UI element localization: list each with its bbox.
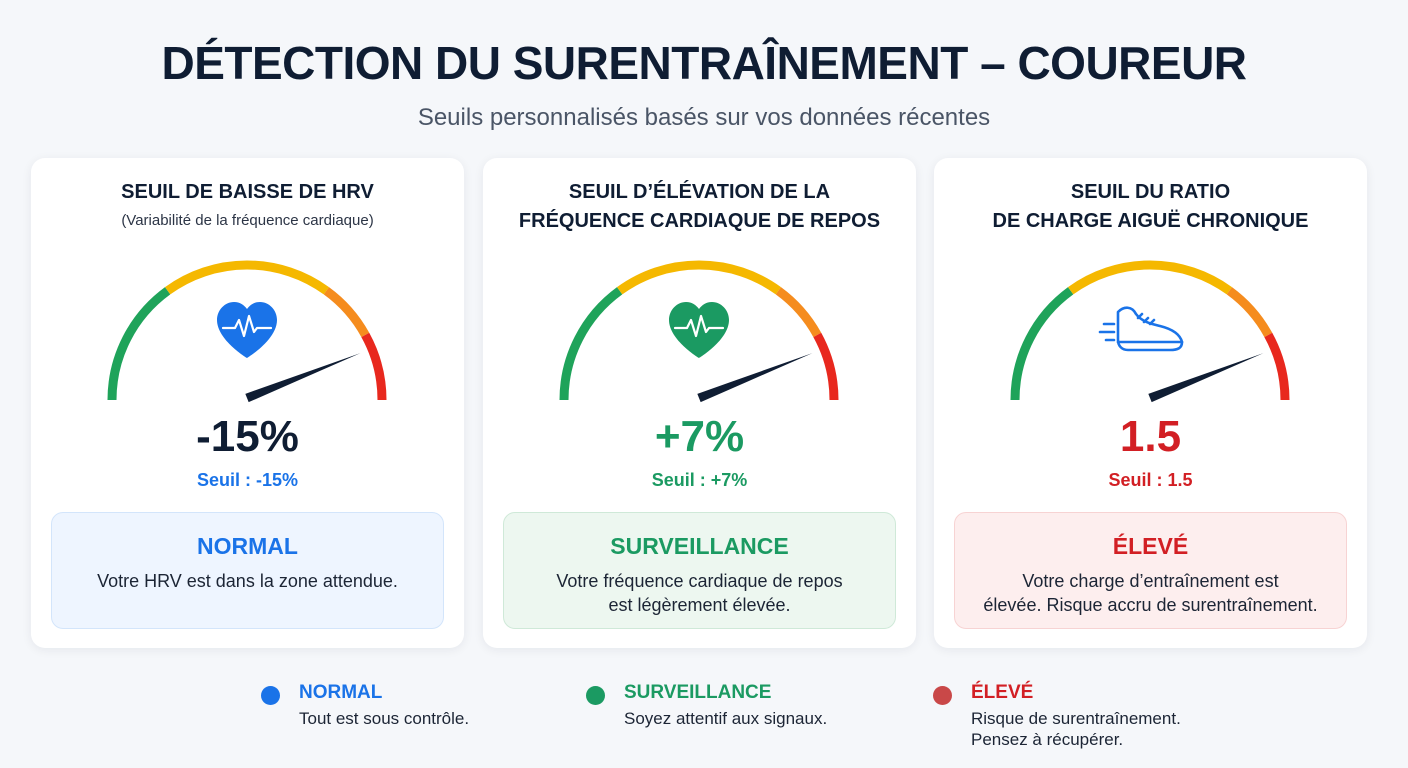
gauge-arc-segment [1264, 332, 1290, 401]
legend-dot [261, 686, 280, 705]
threshold-label: Seuil : 1.5 [1108, 470, 1193, 490]
metric-value: +7% [654, 412, 745, 461]
status-label: NORMAL [197, 533, 298, 559]
page-title: DÉTECTION DU SURENTRAÎNEMENT – COUREUR [161, 37, 1247, 89]
gauge-arc-segment [107, 287, 171, 401]
gauge-svg [107, 260, 387, 403]
gauge-arc-segment [1226, 287, 1273, 338]
status-text: Votre HRV est dans la zone attendue. [97, 571, 398, 591]
status-text: Votre fréquence cardiaque de repos est l… [556, 571, 843, 615]
status-label: SURVEILLANCE [610, 533, 789, 559]
legend-label: SURVEILLANCE [624, 682, 772, 703]
needle-shape [1148, 353, 1264, 403]
gauge-arc-segment [1010, 287, 1074, 401]
gauge-arc-segment [775, 287, 822, 338]
legend-label: ÉLEVÉ [971, 682, 1034, 703]
status-box: SURVEILLANCE Votre fréquence cardiaque d… [503, 512, 896, 629]
gauge-arc-segment [813, 332, 839, 401]
acwr-card: SEUIL DU RATIO DE CHARGE AIGUË CHRONIQUE… [934, 158, 1367, 648]
metric-value: 1.5 [1119, 412, 1182, 461]
heart-pulse-icon [217, 302, 277, 358]
gauge [97, 258, 397, 418]
page-subtitle: Seuils personnalisés basés sur vos donné… [417, 104, 991, 131]
gauge-arc-segment [1068, 260, 1232, 295]
legend-desc: Tout est sous contrôle. [299, 709, 470, 728]
legend-dot [586, 686, 605, 705]
threshold-label: Seuil : +7% [651, 470, 748, 490]
status-text: Votre charge d’entraînement est élevée. … [983, 571, 1318, 615]
gauge-arc [559, 260, 839, 401]
hrv-drop-card: SEUIL DE BAISSE DE HRV (Variabilité de l… [31, 158, 464, 648]
gauge-needle [697, 353, 813, 403]
status-label: ÉLEVÉ [1112, 533, 1189, 559]
running-shoe-icon [1098, 306, 1184, 352]
needle-shape [245, 353, 361, 403]
needle-shape [697, 353, 813, 403]
gauge-arc-segment [617, 260, 781, 295]
card-title: SEUIL DU RATIO DE CHARGE AIGUË CHRONIQUE [992, 181, 1309, 232]
gauge-needle [245, 353, 361, 403]
threshold-label: Seuil : -15% [196, 470, 299, 490]
legend-desc: Risque de surentraînement. Pensez à récu… [971, 709, 1181, 749]
legend-label: NORMAL [299, 682, 383, 703]
gauge-svg [559, 260, 839, 403]
card-title: SEUIL DE BAISSE DE HRV [121, 181, 374, 203]
card-title: SEUIL D’ÉLÉVATION DE LA FRÉQUENCE CARDIA… [518, 181, 881, 232]
gauge-arc-segment [323, 287, 370, 338]
card-note: (Variabilité de la fréquence cardiaque) [121, 212, 374, 229]
gauge-needle [1148, 353, 1264, 403]
legend-dot [933, 686, 952, 705]
gauge-arc-segment [559, 287, 623, 401]
legend-desc: Soyez attentif aux signaux. [624, 709, 828, 728]
gauge-svg [1010, 260, 1290, 403]
status-box: NORMAL Votre HRV est dans la zone attend… [51, 512, 444, 629]
gauge [1000, 258, 1300, 418]
gauge-arc [1010, 260, 1290, 401]
status-box: ÉLEVÉ Votre charge d’entraînement est él… [954, 512, 1347, 629]
resting-hr-card: SEUIL D’ÉLÉVATION DE LA FRÉQUENCE CARDIA… [483, 158, 916, 648]
gauge-arc-segment [165, 260, 329, 295]
gauge-arc-segment [361, 332, 387, 401]
gauge-arc [107, 260, 387, 401]
metric-value: -15% [196, 412, 299, 461]
gauge [549, 258, 849, 418]
heart-pulse-icon [669, 302, 729, 358]
